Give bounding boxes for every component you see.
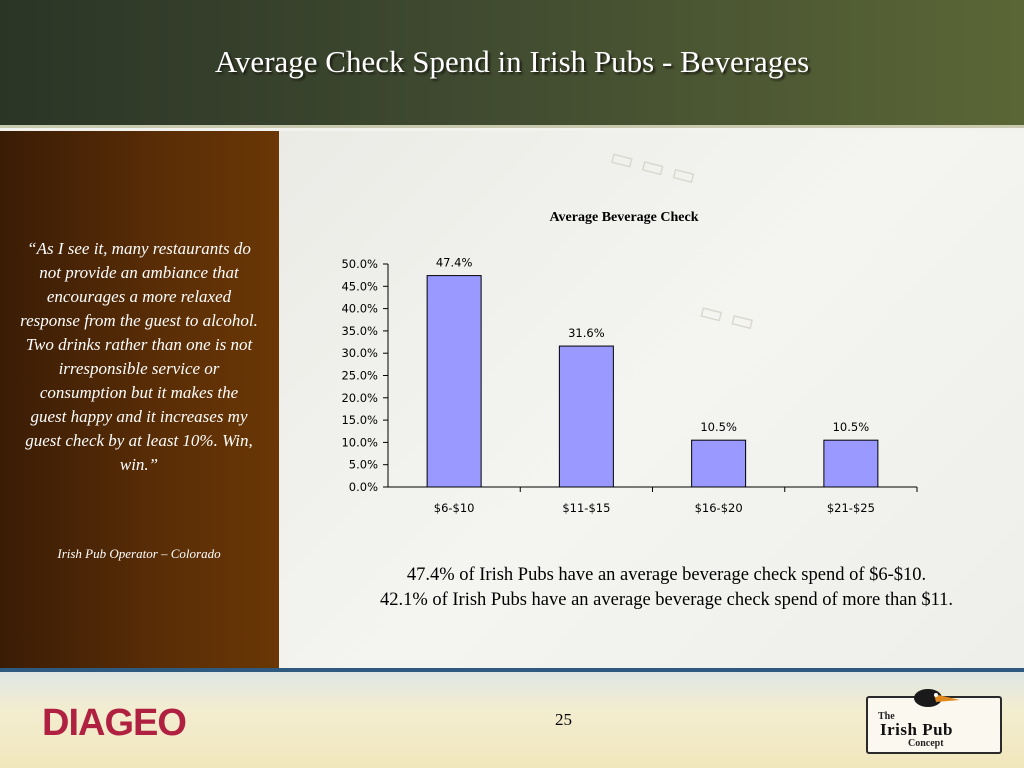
x-category-label: $11-$15 bbox=[562, 501, 610, 515]
quote-attribution: Irish Pub Operator – Colorado bbox=[57, 546, 221, 561]
bar-data-label: 10.5% bbox=[833, 420, 870, 434]
quote-panel: “As I see it, many restaurants do not pr… bbox=[0, 131, 279, 668]
chart-title: Average Beverage Check bbox=[549, 210, 699, 225]
y-tick-label: 30.0% bbox=[341, 346, 378, 360]
x-category-label: $21-$25 bbox=[827, 501, 875, 515]
chart-labels: 47.4% $6-$10 31.6% $11-$15 10.5% $16-$20 10.5%… bbox=[434, 256, 875, 515]
logo-text-concept: Concept bbox=[908, 738, 944, 749]
bar bbox=[558, 345, 614, 488]
bar-chart: 0.0% 5.0% 10.0% 15.0% 20.0% 25.0% 30.0% 35.0% 40… bbox=[341, 256, 918, 515]
slide-header: Average Check Spend in Irish Pubs - Beve… bbox=[0, 0, 1024, 128]
chart-bars bbox=[426, 275, 879, 488]
y-tick-label: 35.0% bbox=[341, 324, 378, 338]
y-tick-label: 25.0% bbox=[341, 369, 378, 383]
bar bbox=[426, 275, 482, 488]
page-number: 25 bbox=[555, 710, 572, 729]
operator-quote: “As I see it, many restaurants do not pr… bbox=[20, 239, 258, 474]
caption-line-1: 47.4% of Irish Pubs have an average beve… bbox=[406, 565, 927, 585]
y-tick-label: 10.0% bbox=[341, 435, 378, 449]
irish-pub-concept-logo: The Irish Pub Concept bbox=[866, 689, 1002, 754]
diageo-logo: DIAGEO bbox=[42, 702, 187, 744]
x-category-label: $6-$10 bbox=[434, 501, 475, 515]
bar-data-label: 31.6% bbox=[568, 326, 605, 340]
y-tick-label: 40.0% bbox=[341, 302, 378, 316]
slide-title: Average Check Spend in Irish Pubs - Beve… bbox=[214, 44, 810, 79]
chart-axes: 0.0% 5.0% 10.0% 15.0% 20.0% 25.0% 30.0% 35.0% 40… bbox=[341, 257, 918, 494]
caption-line-2: 42.1% of Irish Pubs have an average beve… bbox=[379, 590, 954, 610]
y-tick-label: 15.0% bbox=[341, 413, 378, 427]
logo-text-the: The bbox=[878, 711, 895, 722]
bar bbox=[823, 439, 879, 488]
y-tick-label: 0.0% bbox=[349, 480, 378, 494]
x-category-label: $16-$20 bbox=[695, 501, 743, 515]
bar bbox=[691, 439, 747, 488]
bar-data-label: 47.4% bbox=[436, 256, 473, 270]
bar-data-label: 10.5% bbox=[700, 420, 737, 434]
y-tick-label: 20.0% bbox=[341, 391, 378, 405]
toucan-icon bbox=[914, 689, 960, 707]
chart-caption: 47.4% of Irish Pubs have an average beve… bbox=[279, 563, 1024, 613]
chart-area: ▭ ▭ ▭ ▭ ▭ Average Beverage Check 0.0% 5.0… bbox=[279, 131, 1024, 668]
logo-text-irish-pub: Irish Pub bbox=[880, 720, 953, 739]
y-tick-label: 50.0% bbox=[341, 257, 378, 271]
slide-footer: DIAGEO 25 The Irish Pub Concept bbox=[0, 668, 1024, 768]
y-tick-label: 5.0% bbox=[349, 458, 378, 472]
y-tick-label: 45.0% bbox=[341, 279, 378, 293]
